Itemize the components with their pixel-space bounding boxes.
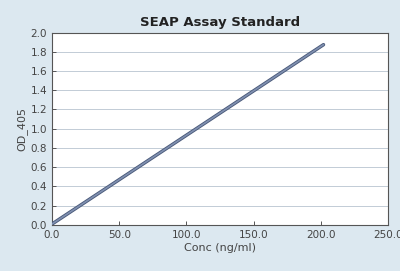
Y-axis label: OD_405: OD_405: [17, 107, 28, 151]
X-axis label: Conc (ng/ml): Conc (ng/ml): [184, 243, 256, 253]
Title: SEAP Assay Standard: SEAP Assay Standard: [140, 15, 300, 28]
